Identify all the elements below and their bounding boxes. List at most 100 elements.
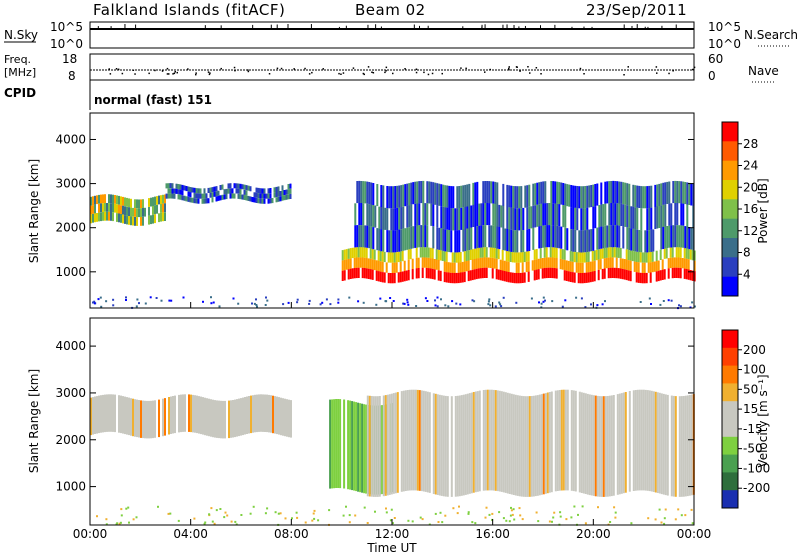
power-cell <box>619 258 622 269</box>
velocity-cell <box>278 397 280 435</box>
power-cell <box>385 262 388 273</box>
power-cell <box>480 203 483 226</box>
power-cell <box>521 262 524 273</box>
power-cell <box>599 259 602 270</box>
power-cell <box>495 269 498 280</box>
power-cell <box>369 248 372 259</box>
power-speckle <box>434 304 437 307</box>
power-cell <box>289 193 292 199</box>
power-cell <box>618 203 621 226</box>
power-cell <box>467 270 470 282</box>
power-cell <box>488 181 491 204</box>
power-cell <box>156 204 158 214</box>
power-cell <box>343 249 346 260</box>
velocity-speckle <box>458 505 460 508</box>
velocity-cell <box>438 394 441 496</box>
power-cell <box>598 227 601 250</box>
velocity-speckle <box>177 519 180 522</box>
power-cell <box>90 196 92 206</box>
power-cell <box>604 225 607 248</box>
power-cell <box>614 181 617 204</box>
power-cell <box>160 204 162 213</box>
power-cell <box>601 248 604 259</box>
power-cell <box>639 252 642 263</box>
power-cell <box>563 249 566 260</box>
power-cell <box>110 203 112 212</box>
power-cell <box>427 257 430 269</box>
velocity-cell <box>390 393 393 495</box>
power-cell <box>626 205 629 228</box>
power-cell <box>539 258 542 269</box>
power-cell <box>575 262 578 273</box>
freq-point <box>431 72 434 75</box>
power-cell <box>600 226 603 249</box>
velocity-cell <box>434 393 437 495</box>
power-cell <box>361 247 364 258</box>
power-cell <box>650 185 653 208</box>
velocity-speckle <box>208 513 211 516</box>
power-cell <box>150 215 152 225</box>
power-data <box>90 180 696 310</box>
velocity-speckle <box>204 521 207 524</box>
power-cell <box>347 248 350 259</box>
power-cell <box>525 261 528 273</box>
power-speckle <box>100 305 103 308</box>
power-speckle <box>112 304 115 307</box>
power-cell <box>211 197 214 203</box>
velocity-cell <box>148 400 150 439</box>
power-cell <box>685 248 688 259</box>
power-cell <box>383 272 386 283</box>
power-cell <box>440 184 443 207</box>
power-cell <box>92 196 94 206</box>
power-cell <box>477 258 480 269</box>
power-cell <box>587 262 590 273</box>
power-cell <box>623 259 626 270</box>
power-cell <box>402 228 405 251</box>
power-cell <box>144 207 146 217</box>
power-cell <box>471 269 474 281</box>
velocity-cell <box>222 400 224 439</box>
velocity-cell <box>154 400 156 438</box>
power-cell <box>181 190 184 196</box>
velocity-cell <box>268 394 270 433</box>
freq-point <box>121 72 124 75</box>
power-cell <box>108 203 110 212</box>
velocity-cell <box>339 399 342 489</box>
power-cell <box>367 258 370 269</box>
velocity-cell <box>482 390 485 491</box>
velocity-speckle <box>279 512 282 515</box>
power-cell <box>484 225 487 248</box>
velocity-cell <box>650 390 653 492</box>
power-speckle <box>149 296 152 299</box>
power-cell <box>455 272 458 284</box>
velocity-speckle <box>559 515 562 518</box>
power-cell <box>377 271 380 282</box>
power-cell <box>365 268 368 279</box>
power-cell <box>455 252 458 263</box>
velocity-speckle <box>434 512 437 515</box>
velocity-speckle <box>119 521 122 524</box>
velocity-cell <box>126 397 128 435</box>
power-cell <box>604 203 607 226</box>
velocity-speckle <box>249 512 252 515</box>
power-cell <box>441 250 444 261</box>
power-cell <box>488 203 491 226</box>
power-cell <box>400 185 403 208</box>
power-cell <box>444 185 447 208</box>
power-cell <box>685 258 688 269</box>
velocity-cell <box>508 393 511 494</box>
power-cell <box>654 206 657 229</box>
velocity-speckle <box>491 518 494 521</box>
power-speckle <box>494 305 497 308</box>
power-cell <box>463 251 466 262</box>
power-cell <box>353 268 356 279</box>
power-cell <box>368 204 371 227</box>
power-cell <box>380 185 383 208</box>
nave-label: Nave <box>748 64 779 78</box>
power-cell <box>556 225 559 248</box>
power-cell <box>635 251 638 262</box>
power-cell <box>164 194 166 204</box>
power-speckle <box>296 298 299 301</box>
power-cell <box>631 250 634 262</box>
power-cell <box>488 225 491 248</box>
